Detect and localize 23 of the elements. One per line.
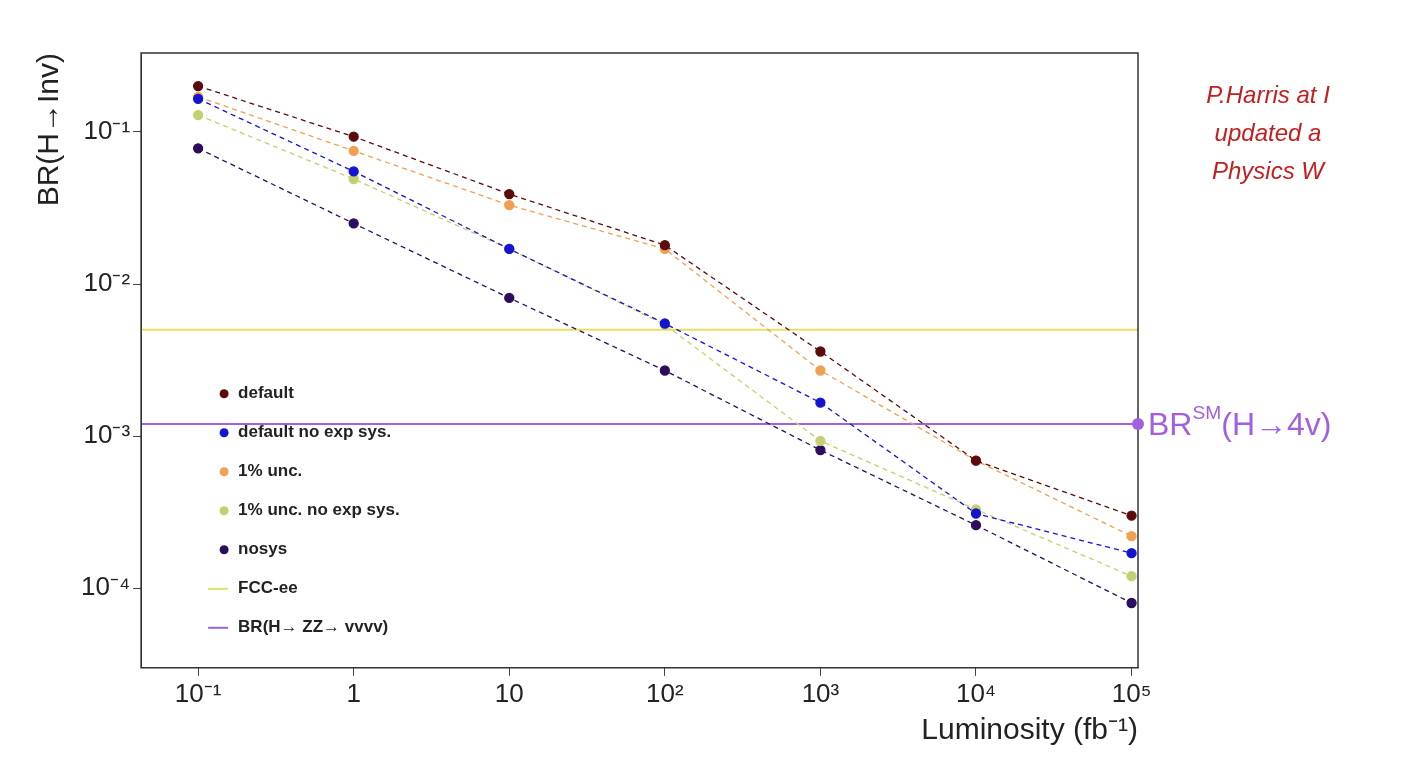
legend-label: FCC-ee xyxy=(238,578,298,598)
y-axis-title: BR(H→Inv) xyxy=(31,53,64,207)
x-tick-label: 1 xyxy=(346,677,361,708)
x-tick-label: 10⁴ xyxy=(955,677,997,708)
legend-label: default xyxy=(238,383,295,403)
y-tick-label: 10⁻² xyxy=(83,267,131,298)
text: updated a xyxy=(1214,119,1322,146)
legend-label: default no exp sys. xyxy=(238,422,392,442)
x-tick-label: 10⁻¹ xyxy=(174,677,222,708)
legend-label: BR(H→ ZZ→ vvvv) xyxy=(238,617,389,637)
x-tick-label: 10³ xyxy=(801,677,840,708)
text: Physics W xyxy=(1211,157,1327,184)
legend-label: 1% unc. no exp sys. xyxy=(238,500,400,520)
legend-label: nosys xyxy=(238,539,288,559)
y-tick-label: 10⁻¹ xyxy=(83,115,131,146)
x-axis-title: Luminosity (fb⁻¹) xyxy=(921,712,1138,745)
x-tick-label: 10⁵ xyxy=(1111,677,1152,708)
x-tick-label: 10 xyxy=(494,677,524,708)
x-tick-label: 10² xyxy=(646,677,684,708)
y-tick-label: 10⁻³ xyxy=(83,419,131,450)
y-tick-label: 10⁻⁴ xyxy=(81,571,131,602)
legend-label: 1% unc. xyxy=(238,461,303,481)
text: P.Harris at I xyxy=(1206,81,1331,108)
